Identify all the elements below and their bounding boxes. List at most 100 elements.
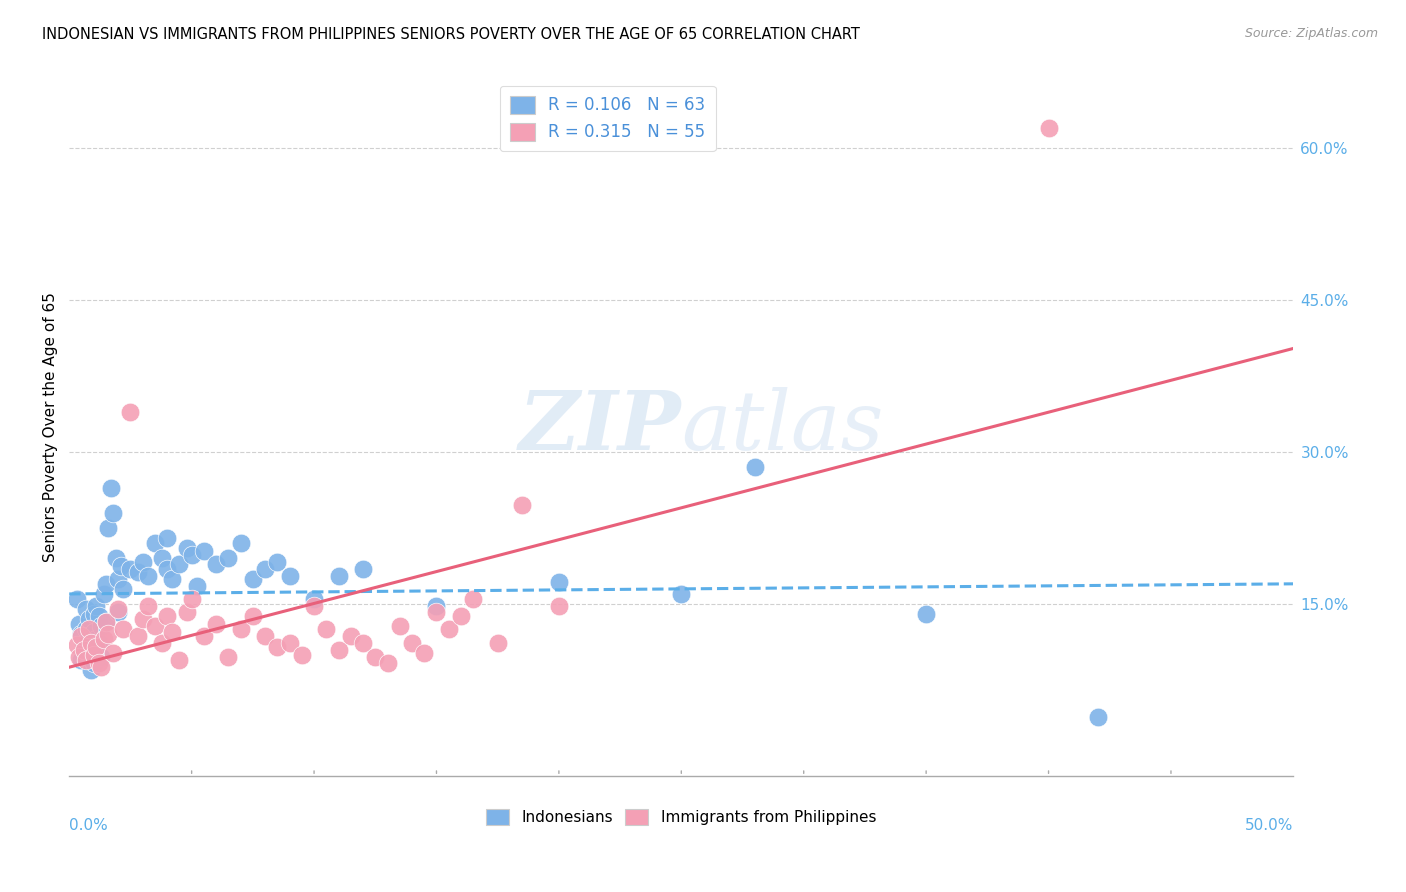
Point bbox=[107, 602, 129, 616]
Point bbox=[143, 619, 166, 633]
Point bbox=[87, 609, 110, 624]
Point bbox=[104, 551, 127, 566]
Point bbox=[84, 640, 107, 654]
Point bbox=[193, 544, 215, 558]
Point bbox=[180, 591, 202, 606]
Point bbox=[217, 551, 239, 566]
Point bbox=[254, 561, 277, 575]
Point bbox=[77, 612, 100, 626]
Point bbox=[83, 648, 105, 662]
Point bbox=[548, 599, 571, 613]
Point bbox=[229, 623, 252, 637]
Point bbox=[1087, 710, 1109, 724]
Point bbox=[90, 649, 112, 664]
Text: Source: ZipAtlas.com: Source: ZipAtlas.com bbox=[1244, 27, 1378, 40]
Text: ZIP: ZIP bbox=[519, 387, 682, 467]
Point bbox=[83, 656, 105, 670]
Point bbox=[67, 649, 90, 664]
Point bbox=[156, 561, 179, 575]
Point bbox=[83, 625, 105, 640]
Point bbox=[352, 635, 374, 649]
Point bbox=[77, 629, 100, 643]
Text: 50.0%: 50.0% bbox=[1244, 818, 1294, 833]
Point bbox=[87, 635, 110, 649]
Point bbox=[413, 646, 436, 660]
Point bbox=[127, 565, 149, 579]
Point bbox=[131, 612, 153, 626]
Point bbox=[90, 660, 112, 674]
Text: INDONESIAN VS IMMIGRANTS FROM PHILIPPINES SENIORS POVERTY OVER THE AGE OF 65 COR: INDONESIAN VS IMMIGRANTS FROM PHILIPPINE… bbox=[42, 27, 860, 42]
Point bbox=[103, 506, 125, 520]
Point bbox=[94, 576, 117, 591]
Point bbox=[486, 635, 509, 649]
Point bbox=[94, 615, 117, 630]
Point bbox=[160, 625, 183, 640]
Point bbox=[510, 498, 533, 512]
Point bbox=[87, 656, 110, 670]
Point bbox=[377, 656, 399, 670]
Point bbox=[80, 648, 103, 662]
Point bbox=[100, 481, 122, 495]
Point bbox=[364, 649, 387, 664]
Point bbox=[205, 557, 228, 571]
Point bbox=[136, 599, 159, 613]
Point bbox=[278, 568, 301, 582]
Point bbox=[120, 561, 142, 575]
Point bbox=[328, 642, 350, 657]
Text: 0.0%: 0.0% bbox=[69, 818, 108, 833]
Point bbox=[67, 617, 90, 632]
Point bbox=[110, 558, 132, 573]
Point bbox=[84, 599, 107, 613]
Point bbox=[548, 574, 571, 589]
Point bbox=[73, 638, 96, 652]
Point bbox=[266, 640, 288, 654]
Point bbox=[401, 635, 423, 649]
Point bbox=[80, 635, 103, 649]
Point bbox=[463, 591, 485, 606]
Point bbox=[107, 572, 129, 586]
Point bbox=[120, 404, 142, 418]
Point bbox=[1038, 121, 1060, 136]
Point bbox=[278, 635, 301, 649]
Point bbox=[70, 627, 93, 641]
Point bbox=[176, 605, 198, 619]
Point bbox=[131, 554, 153, 568]
Point bbox=[65, 591, 87, 606]
Point bbox=[90, 619, 112, 633]
Point bbox=[112, 623, 135, 637]
Point bbox=[425, 599, 447, 613]
Point bbox=[169, 557, 191, 571]
Point bbox=[77, 642, 100, 657]
Point bbox=[77, 623, 100, 637]
Point bbox=[94, 615, 117, 630]
Point bbox=[75, 623, 97, 637]
Point bbox=[103, 646, 125, 660]
Point bbox=[437, 623, 460, 637]
Point bbox=[450, 609, 472, 624]
Point bbox=[302, 599, 325, 613]
Point bbox=[93, 632, 115, 647]
Point bbox=[160, 572, 183, 586]
Point bbox=[107, 605, 129, 619]
Point bbox=[328, 568, 350, 582]
Point bbox=[176, 541, 198, 556]
Legend: Indonesians, Immigrants from Philippines: Indonesians, Immigrants from Philippines bbox=[481, 803, 882, 831]
Point bbox=[65, 638, 87, 652]
Point bbox=[315, 623, 337, 637]
Point bbox=[83, 607, 105, 622]
Point bbox=[302, 591, 325, 606]
Point bbox=[70, 653, 93, 667]
Point bbox=[97, 521, 120, 535]
Point bbox=[291, 648, 314, 662]
Point bbox=[156, 609, 179, 624]
Point bbox=[193, 629, 215, 643]
Y-axis label: Seniors Poverty Over the Age of 65: Seniors Poverty Over the Age of 65 bbox=[44, 292, 58, 562]
Point bbox=[136, 568, 159, 582]
Point bbox=[671, 587, 693, 601]
Point bbox=[143, 536, 166, 550]
Point bbox=[242, 609, 264, 624]
Point bbox=[186, 579, 208, 593]
Point bbox=[915, 607, 938, 622]
Point bbox=[75, 653, 97, 667]
Point bbox=[242, 572, 264, 586]
